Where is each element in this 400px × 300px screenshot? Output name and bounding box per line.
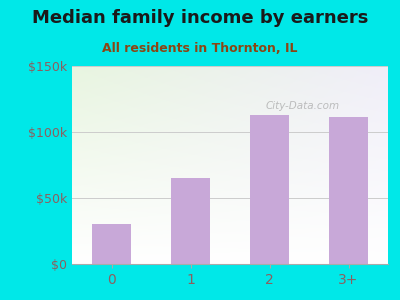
Bar xyxy=(92,224,131,264)
Text: Median family income by earners: Median family income by earners xyxy=(32,9,368,27)
Bar xyxy=(171,178,210,264)
Bar xyxy=(329,118,368,264)
Text: All residents in Thornton, IL: All residents in Thornton, IL xyxy=(102,42,298,55)
Text: City-Data.com: City-Data.com xyxy=(266,100,340,111)
Bar xyxy=(250,115,289,264)
